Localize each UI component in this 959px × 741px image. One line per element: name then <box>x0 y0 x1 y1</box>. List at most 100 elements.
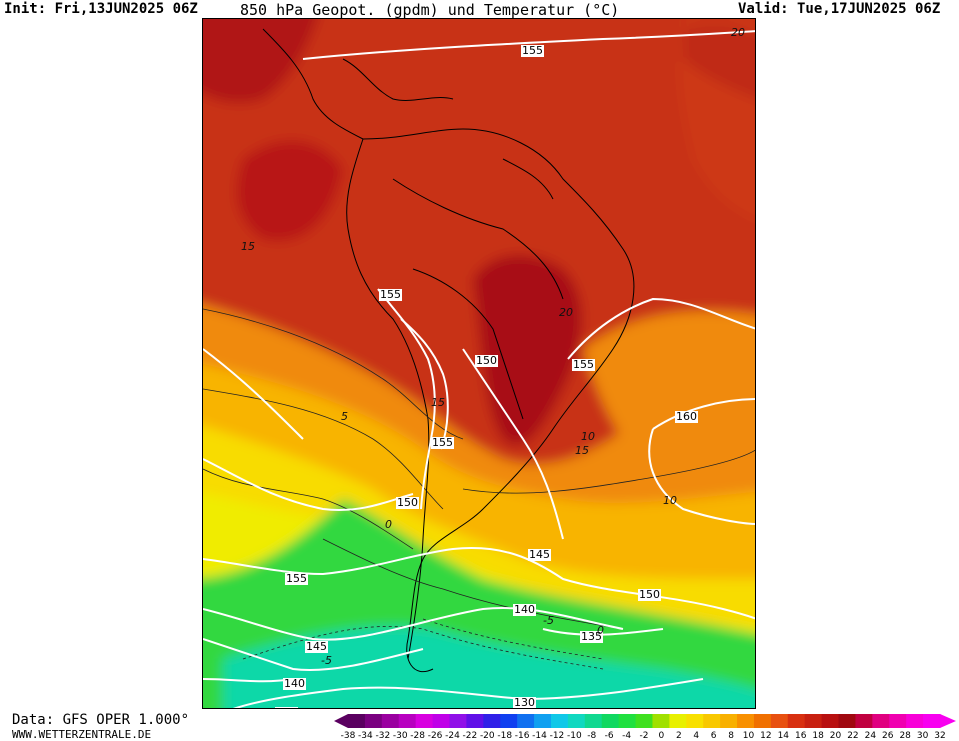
geopotential-label: 135 <box>275 707 298 708</box>
legend-swatch <box>686 714 704 728</box>
legend-swatch <box>855 714 873 728</box>
legend-swatch <box>584 714 603 728</box>
legend-swatch <box>838 714 856 728</box>
legend-swatch <box>618 714 637 728</box>
geopotential-label: 160 <box>675 410 698 423</box>
legend-arrow-left <box>334 714 348 728</box>
legend-tick-label: -4 <box>622 731 631 741</box>
legend-tick-label: -20 <box>480 731 495 741</box>
temperature-label: 5 <box>341 410 348 423</box>
temperature-label: -5 <box>543 614 554 627</box>
geopotential-label: 155 <box>431 436 454 449</box>
legend-swatch <box>550 714 569 728</box>
legend-tick-label: 16 <box>795 731 807 741</box>
legend-swatch <box>753 714 772 728</box>
legend-swatch <box>483 714 501 728</box>
legend-tick-label: 12 <box>760 731 771 741</box>
legend-tick-label: 8 <box>728 731 734 741</box>
legend-swatch <box>770 714 789 728</box>
geopotential-label: 145 <box>528 548 551 561</box>
legend-swatch <box>652 714 670 728</box>
legend-swatch <box>364 714 383 728</box>
geopotential-label: 155 <box>572 358 595 371</box>
temperature-label: 0 <box>385 518 392 531</box>
legend-tick-label: 28 <box>899 731 911 741</box>
legend-swatch <box>804 714 823 728</box>
legend-tick-label: -12 <box>550 731 565 741</box>
legend-tick-label: -18 <box>497 731 512 741</box>
legend-swatch <box>821 714 840 728</box>
legend-swatch <box>348 714 366 728</box>
legend-swatch <box>398 714 417 728</box>
weather-map[interactable]: 155 155 150 155 160 155 150 145 155 150 140 135 145 1… <box>202 18 756 709</box>
geopotential-label: 150 <box>475 354 498 367</box>
website-credit: WWW.WETTERZENTRALE.DE <box>12 728 152 741</box>
geopotential-label: 155 <box>379 288 402 301</box>
legend-tick-label: -16 <box>515 731 530 741</box>
geopotential-label: 135 <box>580 630 603 643</box>
geopotential-label: 140 <box>513 603 536 616</box>
legend-tick-label: 26 <box>882 731 894 741</box>
legend-tick-label: 32 <box>934 731 945 741</box>
legend-swatch <box>720 714 738 728</box>
legend-swatch <box>923 714 941 728</box>
legend-tick-label: 18 <box>812 731 824 741</box>
legend-tick-label: -34 <box>358 731 373 741</box>
legend-swatch <box>567 714 586 728</box>
map-canvas <box>203 19 755 708</box>
legend-tick-label: 0 <box>659 731 665 741</box>
legend-swatch <box>703 714 721 728</box>
geopotential-label: 155 <box>521 44 544 57</box>
legend-tick-label: 30 <box>917 731 929 741</box>
legend-swatch <box>415 714 434 728</box>
legend-tick-label: 2 <box>676 731 682 741</box>
legend-tick-label: -30 <box>393 731 408 741</box>
temperature-label: 15 <box>241 240 255 253</box>
legend-swatch <box>787 714 806 728</box>
chart-title: 850 hPa Geopot. (gpdm) und Temperatur (°… <box>240 1 620 19</box>
geopotential-label: 140 <box>283 677 306 690</box>
legend-swatch <box>517 714 535 728</box>
legend-swatch <box>449 714 467 728</box>
legend-swatch <box>601 714 620 728</box>
legend-swatch <box>669 714 687 728</box>
legend-swatch <box>381 714 400 728</box>
legend-swatch <box>889 714 907 728</box>
legend-tick-label: -26 <box>428 731 443 741</box>
temperature-label: 10 <box>581 430 595 443</box>
legend-tick-label: 24 <box>865 731 877 741</box>
legend-tick-label: -10 <box>567 731 582 741</box>
legend-swatch <box>466 714 484 728</box>
legend-swatch <box>872 714 890 728</box>
geopotential-label: 150 <box>638 588 661 601</box>
init-time: Init: Fri,13JUN2025 06Z <box>4 1 198 17</box>
legend-tick-label: -28 <box>410 731 425 741</box>
legend-tick-label: 10 <box>743 731 755 741</box>
legend-tick-label: -38 <box>341 731 356 741</box>
temperature-label: 20 <box>731 26 745 39</box>
temperature-label: -5 <box>321 654 332 667</box>
geopotential-label: 130 <box>513 696 536 709</box>
legend-swatch <box>500 714 518 728</box>
temperature-label: 15 <box>431 396 445 409</box>
legend-tick-label: 14 <box>778 731 790 741</box>
temperature-label: 10 <box>663 494 677 507</box>
legend-tick-label: -8 <box>587 731 596 741</box>
data-source: Data: GFS OPER 1.000° <box>12 712 190 728</box>
legend-canvas: -38 -34 -32 -30 -28 -26 -24 -22 -20 -18 -16 -14 -12-… <box>334 714 956 741</box>
valid-time: Valid: Tue,17JUN2025 06Z <box>738 1 941 17</box>
legend-tick-label: 6 <box>711 731 717 741</box>
legend-tick-label: 22 <box>847 731 858 741</box>
legend-swatch <box>906 714 924 728</box>
legend-tick-label: -2 <box>640 731 649 741</box>
legend-swatch <box>635 714 653 728</box>
legend-arrow-right <box>940 714 956 728</box>
coastlines <box>262 28 635 673</box>
legend-tick-label: -14 <box>532 731 547 741</box>
temperature-field <box>203 19 755 708</box>
legend-swatch <box>432 714 450 728</box>
legend-tick-label: -24 <box>445 731 460 741</box>
legend-tick-label: -6 <box>605 731 614 741</box>
legend-tick-label: -22 <box>463 731 478 741</box>
temperature-label: 20 <box>559 306 573 319</box>
